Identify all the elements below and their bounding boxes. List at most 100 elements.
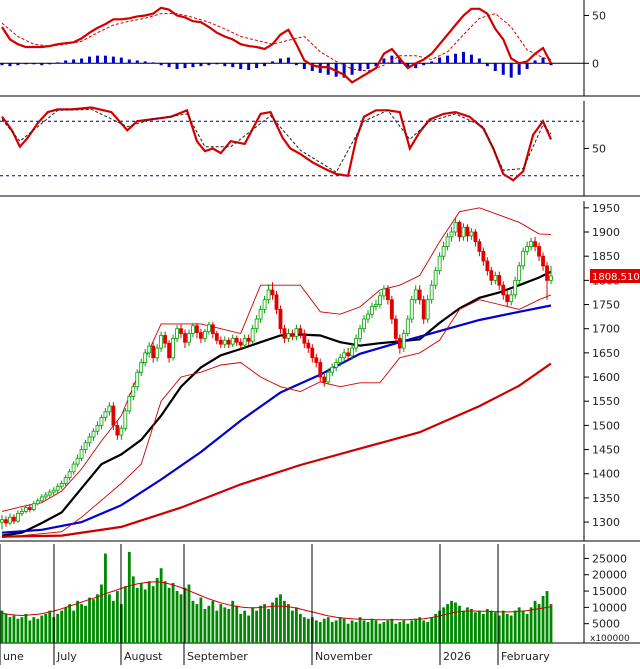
candle-body: [43, 494, 48, 498]
volume-bar: [131, 576, 135, 643]
y-tick-label: 1900: [592, 226, 620, 239]
candle-body: [214, 333, 219, 341]
candle-body: [135, 371, 140, 388]
x-tick-label: une: [3, 650, 24, 663]
volume-bar: [322, 618, 326, 643]
volume-bar: [294, 607, 298, 643]
candle-body: [322, 376, 327, 383]
volume-bar: [275, 597, 278, 643]
y-tick-label: 1400: [592, 468, 620, 481]
volume-bar: [211, 600, 215, 643]
candle-body: [417, 289, 422, 301]
y-tick-label: 1550: [592, 395, 620, 408]
y-tick-label: 1450: [592, 444, 620, 457]
macd-histogram-bar: [358, 63, 362, 71]
volume-bar: [219, 604, 223, 643]
volume-bar: [283, 600, 286, 643]
volume-bar: [44, 613, 48, 643]
candle-body: [433, 270, 438, 286]
candle-body: [27, 507, 32, 510]
volume-bar: [12, 615, 16, 643]
candle-body: [382, 288, 386, 297]
volume-bar: [485, 609, 489, 643]
candle-body: [250, 328, 255, 342]
volume-bar: [382, 622, 386, 643]
macd-histogram-bar: [103, 55, 107, 64]
candle-body: [298, 328, 303, 334]
candle-body: [421, 299, 426, 320]
volume-bar: [481, 613, 485, 643]
candle-body: [83, 442, 88, 450]
candle-body: [413, 289, 418, 301]
candle-body: [266, 289, 271, 301]
macd-histogram-bar: [469, 54, 473, 64]
last-price-label: 1808.510: [592, 272, 640, 283]
candle-body: [370, 306, 374, 315]
candle-body: [35, 500, 40, 505]
y-tick-label: 20000: [592, 569, 627, 582]
candle-body: [191, 325, 195, 334]
macd-histogram-bar: [382, 58, 386, 64]
candle-body: [354, 337, 358, 349]
candle-body: [123, 410, 128, 429]
volume-bar: [386, 620, 390, 643]
candle-body: [262, 299, 267, 310]
volume-bar: [179, 594, 183, 643]
candle-body: [485, 260, 490, 272]
volume-bar: [338, 617, 342, 643]
candle-body: [31, 503, 36, 510]
volume-bar: [60, 610, 64, 643]
macd-histogram-bar: [549, 63, 553, 66]
candle-body: [230, 337, 235, 345]
volume-bar: [247, 615, 251, 643]
macd-histogram-bar: [16, 63, 20, 66]
candle-body: [171, 337, 175, 359]
volume-bar: [314, 620, 318, 643]
volume-bar: [517, 607, 521, 643]
macd-histogram-bar: [88, 56, 92, 64]
volume-bar: [16, 618, 20, 643]
candle-body: [159, 335, 164, 349]
volume-bar: [318, 622, 322, 643]
bollinger-upper-line: [1, 207, 552, 512]
volume-bar: [231, 600, 235, 643]
candle-body: [525, 246, 530, 252]
macd-histogram-bar: [239, 63, 243, 70]
volume-bar: [501, 610, 505, 643]
candle-body: [497, 275, 502, 286]
candle-body: [449, 231, 454, 238]
volume-bar: [477, 610, 481, 643]
stochastic-k-line: [1, 106, 553, 182]
candle-body: [4, 519, 8, 524]
macd-histogram-bar: [326, 63, 330, 75]
candle-body: [529, 241, 534, 247]
candle-body: [366, 313, 370, 320]
candle-body: [202, 331, 207, 339]
volume-bar: [143, 589, 147, 643]
candle-body: [397, 337, 402, 349]
candle-body: [151, 345, 156, 359]
stochastic-d-line: [1, 108, 552, 173]
candle-body: [545, 265, 549, 281]
candle-body: [210, 324, 215, 334]
candle-body: [358, 328, 362, 339]
volume-bar: [235, 605, 239, 643]
volume-bar: [402, 620, 406, 643]
volume-bar: [243, 610, 247, 643]
candle-body: [338, 357, 343, 363]
candle-body: [16, 512, 20, 522]
volume-bar: [350, 620, 354, 643]
candle-body: [254, 318, 259, 330]
volume-bar: [458, 605, 461, 643]
macd-histogram-bar: [541, 57, 545, 64]
volume-bar: [84, 605, 87, 643]
volume-bar: [533, 600, 537, 643]
candle-body: [234, 337, 239, 343]
candle-body: [131, 386, 136, 397]
volume-bar: [450, 600, 453, 643]
candle-body: [179, 328, 183, 334]
candle-body: [481, 250, 486, 262]
volume-bar: [462, 610, 465, 643]
candle-body: [389, 299, 394, 320]
